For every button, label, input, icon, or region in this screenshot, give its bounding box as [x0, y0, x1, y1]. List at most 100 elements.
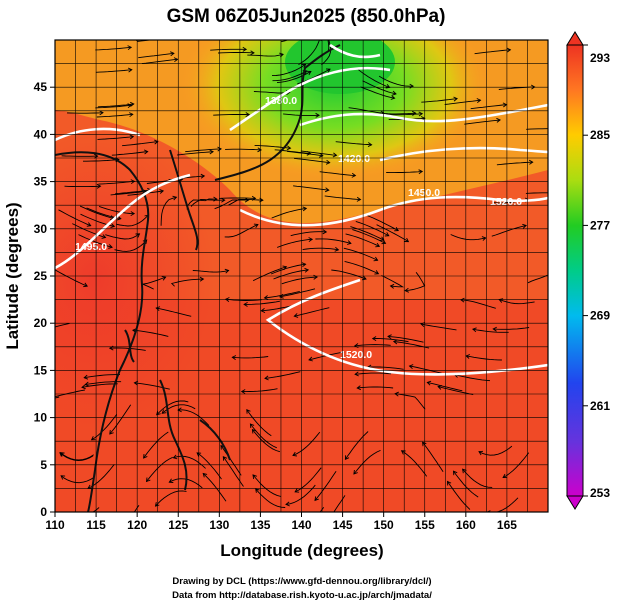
- streamline: [97, 136, 134, 140]
- colorbar-top-arrow: [566, 31, 584, 46]
- coastline: [159, 379, 188, 491]
- streamline-arrow: [99, 110, 104, 116]
- streamline: [437, 386, 474, 395]
- streamline: [381, 275, 405, 288]
- streamline-arrow: [462, 468, 467, 474]
- streamline: [331, 269, 367, 280]
- streamline: [264, 371, 301, 379]
- streamline-arrow: [130, 101, 135, 107]
- x-axis-ticks: 110 115 120 125 130 135 140 145 150 155 160 165: [45, 512, 517, 532]
- streamline-arrow: [96, 183, 102, 189]
- y-tick-label: 10: [34, 411, 48, 425]
- streamline-arrow: [220, 197, 226, 203]
- streamline: [279, 288, 316, 298]
- streamline-arrow: [301, 63, 307, 69]
- streamline-arrow: [481, 236, 487, 241]
- coastline: [199, 419, 231, 461]
- contour-label: 1520.0: [340, 349, 372, 361]
- streamline-arrow: [135, 233, 141, 238]
- streamline-arrow: [344, 455, 350, 461]
- y-tick-label: 35: [34, 175, 48, 189]
- streamline: [315, 238, 352, 244]
- streamline-arrow: [373, 256, 379, 262]
- colorbar-tick-label: 293: [590, 51, 610, 65]
- streamline: [217, 52, 255, 54]
- streamline-arrow: [130, 211, 136, 216]
- streamline: [156, 400, 189, 416]
- streamline-arrow: [250, 50, 255, 56]
- streamline-arrow: [314, 496, 319, 502]
- x-tick-label: 110: [45, 518, 65, 532]
- x-tick-label: 165: [497, 518, 517, 532]
- streamline-arrow: [200, 173, 206, 179]
- streamline-arrow: [453, 96, 458, 102]
- streamline: [343, 247, 378, 261]
- streamline-arrow: [159, 188, 165, 194]
- colorbar: 293 285 277 269 261 253: [566, 31, 610, 510]
- streamline-arrow: [66, 513, 70, 517]
- streamline: [287, 150, 323, 157]
- streamline: [155, 490, 187, 507]
- streamline: [95, 104, 132, 109]
- contour-label: 1520.0: [490, 196, 522, 208]
- streamline: [122, 141, 158, 147]
- streamline: [300, 150, 337, 156]
- streamline: [420, 323, 457, 331]
- streamline: [496, 161, 533, 166]
- streamline: [55, 322, 70, 328]
- streamline: [280, 40, 290, 43]
- streamline-arrow: [286, 145, 292, 151]
- streamline-arrow: [127, 103, 133, 109]
- streamline-arrow: [101, 234, 107, 239]
- streamline-arrow: [558, 191, 562, 195]
- streamline-arrow: [161, 275, 167, 281]
- streamline-arrow: [50, 395, 54, 399]
- streamline: [444, 99, 481, 105]
- streamline-arrow: [301, 262, 307, 268]
- streamline-arrow: [367, 142, 373, 148]
- y-tick-label: 30: [34, 222, 48, 236]
- streamline-arrow: [292, 451, 297, 457]
- contour-label: 1450.0: [408, 187, 440, 199]
- streamline-arrow: [129, 134, 135, 140]
- streamline-arrow: [502, 102, 508, 108]
- streamline: [173, 455, 206, 469]
- streamline: [354, 344, 391, 347]
- y-tick-label: 0: [40, 505, 47, 519]
- y-axis-ticks: 0 5 10 15 20 25 30 35 40 45: [34, 80, 55, 519]
- streamline: [298, 40, 320, 65]
- streamline-arrow: [260, 308, 266, 314]
- streamline-arrow: [306, 70, 312, 76]
- streamline-arrow: [486, 510, 491, 512]
- streamline: [345, 431, 369, 460]
- streamline: [225, 148, 262, 151]
- streamline: [220, 445, 242, 476]
- streamline-arrow: [168, 35, 172, 39]
- streamline-arrow: [371, 336, 377, 341]
- streamline-arrow: [143, 149, 149, 155]
- streamline: [210, 48, 247, 51]
- streamline: [491, 225, 527, 237]
- streamline-arrow: [293, 313, 299, 318]
- streamline: [470, 104, 507, 110]
- streamline: [345, 233, 380, 247]
- y-tick-label: 20: [34, 316, 48, 330]
- streamline-arrow: [437, 384, 443, 390]
- streamline: [190, 198, 225, 207]
- x-tick-label: 115: [86, 518, 106, 532]
- x-tick-label: 160: [456, 518, 476, 532]
- streamline-arrow: [472, 327, 477, 333]
- streamline: [499, 299, 535, 305]
- streamline: [252, 429, 281, 453]
- y-tick-label: 40: [34, 127, 48, 141]
- streamline-arrow: [351, 172, 357, 178]
- streamline: [241, 388, 278, 393]
- streamline-arrow: [108, 244, 113, 249]
- streamline: [96, 113, 133, 118]
- streamline-arrow: [557, 269, 561, 273]
- streamline-arrow: [145, 477, 151, 483]
- streamline-arrow: [161, 409, 167, 414]
- streamline: [421, 98, 458, 103]
- streamline-arrow: [116, 215, 122, 221]
- streamline: [224, 224, 259, 238]
